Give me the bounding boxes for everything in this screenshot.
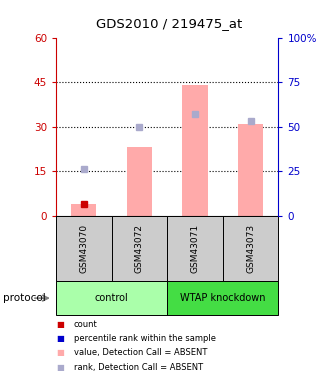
Text: ■: ■ <box>56 363 64 372</box>
Bar <box>238 124 263 216</box>
Text: WTAP knockdown: WTAP knockdown <box>180 293 266 303</box>
Text: GSM43071: GSM43071 <box>190 224 199 273</box>
Bar <box>223 216 278 281</box>
Text: percentile rank within the sample: percentile rank within the sample <box>74 334 216 343</box>
Text: GSM43073: GSM43073 <box>246 224 255 273</box>
Bar <box>71 204 96 216</box>
Text: ■: ■ <box>56 334 64 343</box>
Text: protocol: protocol <box>3 293 46 303</box>
Bar <box>127 147 152 216</box>
Bar <box>182 85 207 216</box>
Text: ■: ■ <box>56 320 64 329</box>
Text: GSM43072: GSM43072 <box>135 224 144 273</box>
Text: GSM43070: GSM43070 <box>79 224 88 273</box>
Bar <box>56 216 112 281</box>
Text: control: control <box>95 293 128 303</box>
Bar <box>112 216 167 281</box>
Text: count: count <box>74 320 97 329</box>
Text: ■: ■ <box>56 348 64 357</box>
Bar <box>167 281 278 315</box>
Bar <box>56 281 167 315</box>
Text: GDS2010 / 219475_at: GDS2010 / 219475_at <box>96 17 243 30</box>
Text: rank, Detection Call = ABSENT: rank, Detection Call = ABSENT <box>74 363 203 372</box>
Bar <box>167 216 223 281</box>
Text: value, Detection Call = ABSENT: value, Detection Call = ABSENT <box>74 348 207 357</box>
